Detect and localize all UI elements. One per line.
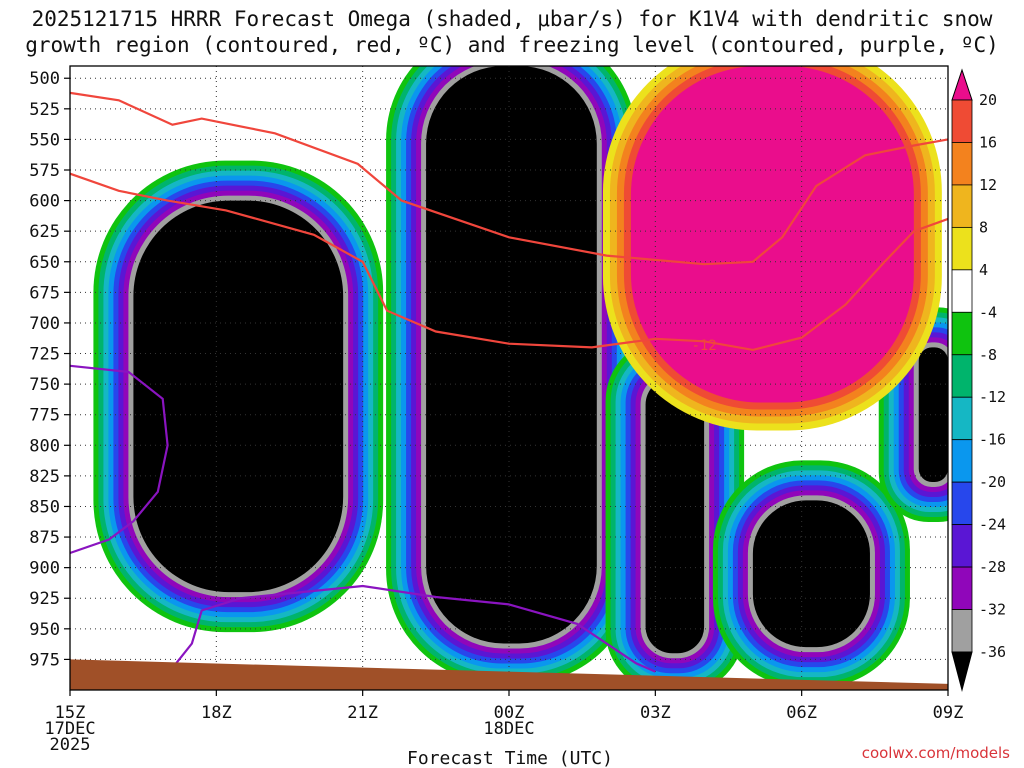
- colorbar-label-9: -20: [979, 473, 1006, 491]
- colorbar-segment-9: [951, 439, 973, 483]
- y-tick-label-675: 675: [29, 283, 60, 303]
- y-tick-label-925: 925: [29, 589, 60, 609]
- terrain-layer: [70, 659, 948, 690]
- contour-lines: -12: [70, 91, 948, 675]
- colorbar-label-12: -32: [979, 601, 1006, 619]
- y-tick-label-650: 650: [29, 253, 60, 273]
- title-line-1: 2025121715 HRRR Forecast Omega (shaded, …: [31, 7, 993, 31]
- colorbar-segment-5: [951, 269, 973, 313]
- colorbar-label-7: -12: [979, 388, 1006, 406]
- terrain-ground: [70, 659, 948, 690]
- colorbar-segment-8: [951, 396, 973, 441]
- descent-06z-band-8: [752, 500, 870, 648]
- y-tick-label-550: 550: [29, 130, 60, 150]
- x-tick-label-9-0: 00Z: [494, 703, 525, 723]
- dgz-contour-upper-left: [70, 91, 948, 266]
- x-tick-label-0-1: 17DEC: [44, 719, 95, 739]
- descent-west-band-8: [133, 200, 344, 593]
- y-tick-label-900: 900: [29, 559, 60, 579]
- colorbar-label-3: 8: [979, 218, 988, 236]
- colorbar-label-8: -16: [979, 431, 1006, 449]
- y-tick-label-525: 525: [29, 100, 60, 120]
- colorbar-bottom-arrow: [951, 651, 973, 692]
- y-tick-label-825: 825: [29, 467, 60, 487]
- y-tick-label-850: 850: [29, 497, 60, 517]
- ascent-band-4: [630, 66, 914, 403]
- y-tick-label-600: 600: [29, 192, 60, 212]
- colorbar-label-1: 16: [979, 133, 997, 151]
- colorbar-segment-3: [951, 184, 973, 228]
- colorbar-label-4: 4: [979, 261, 988, 279]
- colorbar-label-5: -4: [979, 303, 997, 321]
- descent-center-band-8: [426, 66, 597, 644]
- y-tick-label-875: 875: [29, 528, 60, 548]
- colorbar-label-11: -28: [979, 558, 1006, 576]
- y-tick-label-775: 775: [29, 406, 60, 426]
- x-tick-label-0-2: 2025: [50, 735, 91, 755]
- x-axis-label: Forecast Time (UTC): [407, 748, 613, 768]
- colorbar-segment-10: [951, 481, 973, 526]
- freezing-contour-left-column: [70, 364, 169, 555]
- dgz-contour-lower-left: [70, 172, 948, 352]
- x-tick-label-0-0: 15Z: [55, 703, 86, 723]
- y-tick-label-725: 725: [29, 345, 60, 365]
- dgz-contour-label: -12: [691, 338, 716, 354]
- y-tick-label-700: 700: [29, 314, 60, 334]
- x-tick-label-12-0: 03Z: [640, 703, 671, 723]
- descent-east-band-8: [918, 347, 948, 482]
- colorbar-segment-11: [951, 524, 973, 568]
- site-credit: coolwx.com/models: [861, 744, 1010, 762]
- colorbar-label-0: 20: [979, 91, 997, 109]
- omega-shading: [93, 66, 948, 690]
- x-tick-label-15-0: 06Z: [786, 703, 817, 723]
- y-tick-label-625: 625: [29, 222, 60, 242]
- chart-title: 2025121715 HRRR Forecast Omega (shaded, …: [0, 6, 1024, 58]
- title-line-2: growth region (contoured, red, ºC) and f…: [25, 33, 999, 57]
- colorbar-segment-1: [951, 99, 973, 143]
- colorbar-top-arrow: [951, 68, 973, 101]
- colorbar-segment-7: [951, 354, 973, 398]
- freezing-contour-lower: [166, 584, 656, 675]
- x-tick-label-18-0: 09Z: [933, 703, 964, 723]
- colorbar-label-6: -8: [979, 346, 997, 364]
- x-tick-label-3-0: 18Z: [201, 703, 232, 723]
- y-tick-label-800: 800: [29, 436, 60, 456]
- descent-0330z-band-8: [645, 378, 705, 654]
- y-tick-label-950: 950: [29, 620, 60, 640]
- y-tick-label-975: 975: [29, 650, 60, 670]
- colorbar: 20 16 12 8 4 -4 -8 -12 -16 -20 -24 -28 -32 -36: [951, 68, 1006, 692]
- colorbar-segment-12: [951, 566, 973, 610]
- x-tick-label-9-1: 18DEC: [483, 719, 534, 739]
- x-tick-label-6-0: 21Z: [347, 703, 378, 723]
- colorbar-segment-13: [951, 609, 973, 653]
- y-tick-label-500: 500: [29, 69, 60, 89]
- colorbar-segment-4: [951, 226, 973, 271]
- y-tick-label-750: 750: [29, 375, 60, 395]
- colorbar-label-2: 12: [979, 176, 997, 194]
- colorbar-label-10: -24: [979, 516, 1006, 534]
- y-axis: 500 525 550 575 600 625 650 675 700 725 750 775 800 8…: [29, 69, 70, 670]
- colorbar-segment-2: [951, 142, 973, 186]
- y-tick-label-575: 575: [29, 161, 60, 181]
- colorbar-segment-6: [951, 311, 973, 356]
- colorbar-label-13: -36: [979, 643, 1006, 661]
